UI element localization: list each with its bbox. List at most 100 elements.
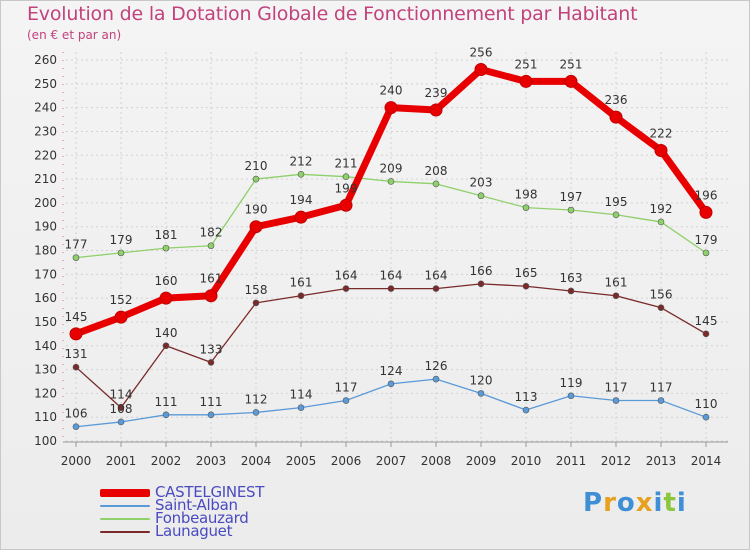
data-label-saint-alban: 114 <box>290 388 313 402</box>
data-label-fonbeauzard: 192 <box>650 202 673 216</box>
data-point-fonbeauzard <box>342 173 350 180</box>
data-label-fonbeauzard: 198 <box>515 188 538 202</box>
y-tick-label: 140 <box>34 339 57 353</box>
data-label-castelginest: 194 <box>290 193 313 207</box>
label-layer: 131 114 140 133 158 161 164 164 164 166 165 163 161 1… <box>65 46 718 421</box>
data-label-fonbeauzard: 203 <box>470 176 493 190</box>
data-label-castelginest: 240 <box>380 84 403 98</box>
data-label-launaguet: 131 <box>65 347 88 361</box>
data-point-castelginest <box>429 103 443 117</box>
data-label-fonbeauzard: 182 <box>200 226 223 240</box>
data-label-castelginest: 199 <box>335 181 358 195</box>
data-point-saint-alban <box>522 406 530 414</box>
x-tick-label: 2006 <box>331 454 362 468</box>
data-point-castelginest <box>249 220 263 234</box>
data-label-launaguet: 145 <box>695 314 718 328</box>
y-tick-label: 100 <box>34 434 57 448</box>
logo-letter: P <box>583 488 604 518</box>
axis-layer: 100 110 120 130 140 150 160 170 180 190 200 210 220 2… <box>34 52 728 468</box>
y-tick-label: 200 <box>34 196 57 210</box>
x-tick-label: 2001 <box>106 454 137 468</box>
y-tick-label: 260 <box>34 53 57 67</box>
data-label-saint-alban: 120 <box>470 373 493 387</box>
data-point-fonbeauzard <box>297 171 305 178</box>
legend-swatch-castelginest <box>100 488 150 497</box>
data-label-launaguet: 164 <box>380 269 403 283</box>
data-label-saint-alban: 110 <box>695 397 718 411</box>
x-tick-label: 2003 <box>196 454 227 468</box>
data-point-castelginest <box>294 210 308 224</box>
data-label-launaguet: 165 <box>515 266 538 280</box>
data-point-launaguet <box>567 287 575 295</box>
data-label-launaguet: 114 <box>110 388 133 402</box>
y-tick-label: 180 <box>34 244 57 258</box>
x-tick-label: 2002 <box>151 454 182 468</box>
data-point-launaguet <box>522 282 530 290</box>
logo-letter: o <box>616 488 636 518</box>
x-tick-label: 2004 <box>241 454 272 468</box>
legend-label-castelginest: CASTELGINEST <box>155 483 265 501</box>
data-point-saint-alban <box>477 390 485 397</box>
proxiti-logo: Proxiti <box>583 488 687 518</box>
data-label-saint-alban: 111 <box>200 395 223 409</box>
data-point-fonbeauzard <box>522 204 530 211</box>
y-tick-label: 150 <box>34 315 57 329</box>
data-label-castelginest: 160 <box>155 274 178 288</box>
data-point-saint-alban <box>567 392 575 400</box>
data-point-saint-alban <box>117 418 125 426</box>
data-point-castelginest <box>474 63 488 77</box>
data-point-fonbeauzard <box>702 249 710 257</box>
data-label-launaguet: 163 <box>560 271 583 285</box>
data-label-fonbeauzard: 179 <box>695 233 718 247</box>
data-label-castelginest: 152 <box>110 293 133 307</box>
data-point-launaguet <box>207 359 215 366</box>
data-label-saint-alban: 117 <box>605 381 628 395</box>
data-label-fonbeauzard: 195 <box>605 195 628 209</box>
data-point-fonbeauzard <box>657 218 665 226</box>
data-point-fonbeauzard <box>252 175 260 183</box>
data-label-castelginest: 251 <box>560 57 583 71</box>
data-label-castelginest: 256 <box>470 46 493 60</box>
data-point-saint-alban <box>207 411 215 419</box>
data-point-castelginest <box>339 198 353 212</box>
logo-letter: i <box>676 488 687 518</box>
data-point-saint-alban <box>657 397 665 404</box>
data-point-castelginest <box>519 74 533 88</box>
data-point-fonbeauzard <box>612 211 620 219</box>
data-label-fonbeauzard: 209 <box>380 161 403 175</box>
data-label-saint-alban: 117 <box>335 381 358 395</box>
data-label-castelginest: 145 <box>65 310 88 324</box>
y-tick-label: 240 <box>34 101 57 115</box>
data-label-saint-alban: 111 <box>155 395 178 409</box>
legend-swatch-launaguet <box>100 530 150 533</box>
chart-subtitle: (en € et par an) <box>27 28 122 42</box>
data-label-fonbeauzard: 179 <box>110 233 133 247</box>
data-point-launaguet <box>162 342 170 350</box>
y-tick-label: 120 <box>34 386 57 400</box>
x-tick-label: 2014 <box>691 454 722 468</box>
data-label-saint-alban: 112 <box>245 392 268 406</box>
data-label-castelginest: 239 <box>425 86 448 100</box>
x-tick-label: 2009 <box>466 454 497 468</box>
data-point-fonbeauzard <box>432 180 440 188</box>
logo-letter: r <box>603 488 617 518</box>
data-point-fonbeauzard <box>207 242 215 250</box>
data-label-saint-alban: 124 <box>380 364 403 378</box>
data-point-fonbeauzard <box>477 192 485 200</box>
data-point-fonbeauzard <box>117 249 125 257</box>
data-point-saint-alban <box>432 375 440 383</box>
y-tick-label: 110 <box>34 410 57 424</box>
x-tick-label: 2010 <box>511 454 542 468</box>
legend-swatch-fonbeauzard <box>100 517 150 520</box>
data-label-fonbeauzard: 212 <box>290 154 313 168</box>
data-label-castelginest: 222 <box>650 126 673 140</box>
data-point-castelginest <box>69 327 83 341</box>
data-point-launaguet <box>117 404 125 411</box>
data-label-fonbeauzard: 210 <box>245 159 268 173</box>
data-label-fonbeauzard: 197 <box>560 190 583 204</box>
x-tick-label: 2012 <box>601 454 632 468</box>
data-point-saint-alban <box>297 404 305 411</box>
data-point-saint-alban <box>72 423 80 431</box>
y-tick-label: 210 <box>34 172 57 186</box>
